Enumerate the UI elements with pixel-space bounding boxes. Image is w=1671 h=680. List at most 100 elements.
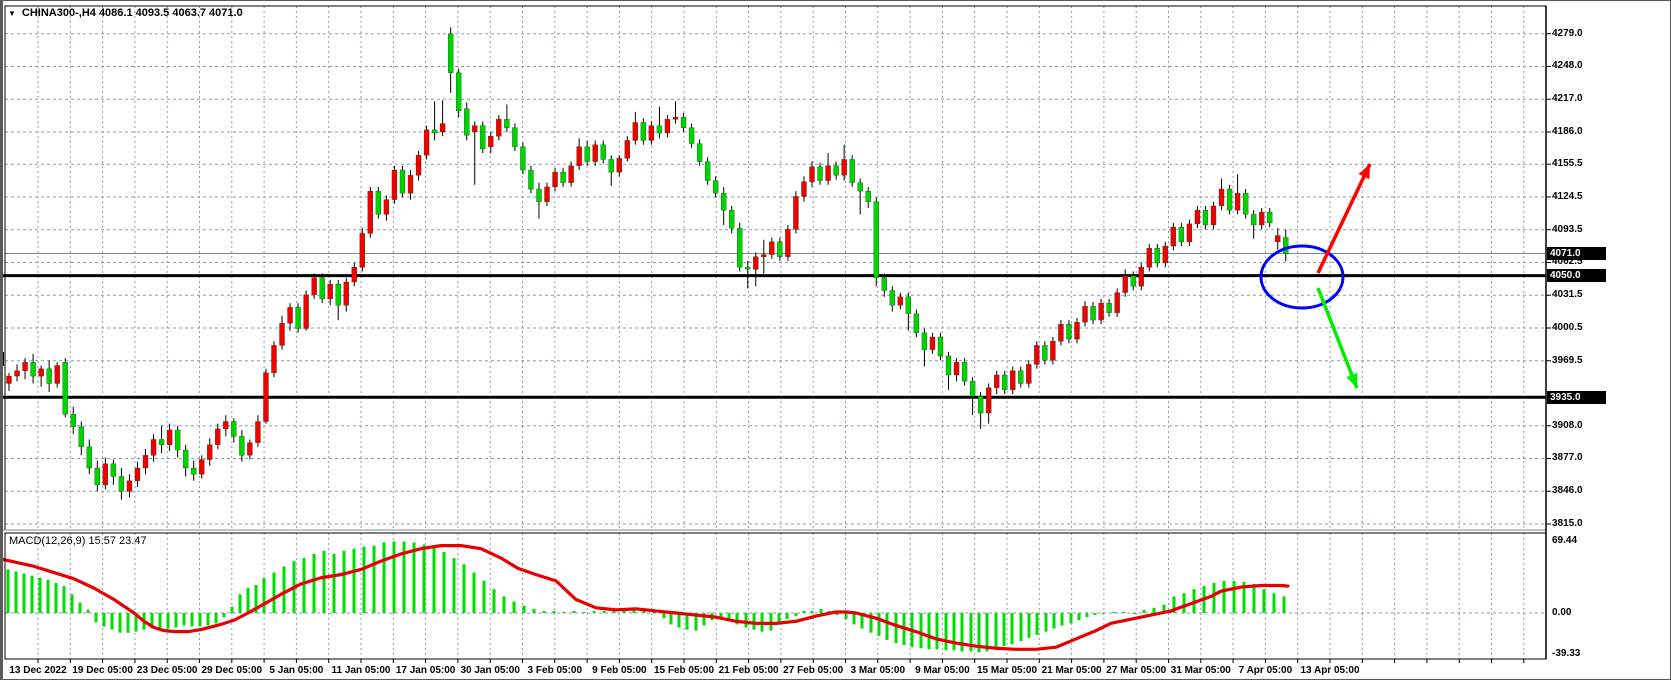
candle-body xyxy=(142,455,149,469)
candle-body xyxy=(576,146,582,166)
candle-body xyxy=(150,439,157,456)
candle-body xyxy=(407,175,414,194)
candle-body xyxy=(359,233,365,268)
candle-body xyxy=(126,480,133,492)
bearish-arrow[interactable] xyxy=(1316,287,1359,389)
macd-pane-border xyxy=(4,532,1547,660)
candle-body xyxy=(953,362,960,376)
candle-body xyxy=(391,169,398,200)
level-lines-layer[interactable] xyxy=(1,274,1546,399)
candle-body xyxy=(921,332,928,350)
time-tick-label: 15 Feb 05:00 xyxy=(653,665,715,676)
candle-body xyxy=(295,307,301,329)
candle-body xyxy=(632,122,638,141)
candle-body xyxy=(118,476,125,492)
candle-body xyxy=(6,375,12,384)
time-tick-label: 3 Mar 05:00 xyxy=(850,665,906,676)
candle-body xyxy=(343,281,349,306)
candle-body xyxy=(1090,306,1096,321)
candle-body xyxy=(761,254,767,257)
candle-body xyxy=(287,307,293,324)
candle-body xyxy=(785,229,791,257)
time-tick-label: 11 Jan 05:00 xyxy=(331,665,391,676)
candle-body xyxy=(640,122,647,141)
candle-body xyxy=(1114,292,1120,313)
candle-body xyxy=(415,155,422,176)
candle-body xyxy=(536,188,542,202)
candle-body xyxy=(464,108,470,136)
candle-body xyxy=(592,144,598,162)
candle-body xyxy=(263,372,269,422)
price-tick-label: 4279.0 xyxy=(1552,27,1583,39)
candle-body xyxy=(857,182,863,192)
price-tick-label: 4000.5 xyxy=(1552,321,1583,333)
candle-body xyxy=(447,33,454,73)
candle-body xyxy=(913,313,920,333)
price-tick-label: 3908.0 xyxy=(1552,419,1583,431)
candle-body xyxy=(817,166,823,181)
candle-body xyxy=(504,119,510,128)
candle-body xyxy=(568,165,574,183)
candle-body xyxy=(753,256,759,270)
candle-body xyxy=(488,136,494,147)
candle-body xyxy=(809,166,815,182)
candle-body xyxy=(207,444,213,460)
time-tick-label: 9 Mar 05:00 xyxy=(915,665,970,676)
candle-body xyxy=(1162,245,1168,264)
candle-body xyxy=(721,193,727,211)
candle-body xyxy=(1226,188,1233,211)
bullish-arrow-head xyxy=(1358,164,1370,180)
candle-body xyxy=(38,368,44,377)
candle-body xyxy=(86,446,92,469)
candle-body xyxy=(247,442,253,456)
candle-body xyxy=(1267,212,1273,223)
price-badge: 3935.0 xyxy=(1547,390,1606,404)
candle-body xyxy=(399,169,406,194)
candle-body xyxy=(745,267,751,270)
candle-body xyxy=(1042,345,1048,361)
price-tick-label: 4248.0 xyxy=(1552,60,1583,72)
candle-body xyxy=(544,186,550,202)
candle-body xyxy=(841,159,847,176)
bullish-arrow[interactable] xyxy=(1316,163,1372,274)
candle-body xyxy=(255,421,261,443)
candle-body xyxy=(158,439,165,445)
candle-body xyxy=(1202,210,1209,226)
bearish-arrow-head xyxy=(1346,372,1358,388)
price-tick-label: 3815.0 xyxy=(1552,518,1583,529)
candle-body xyxy=(1194,210,1201,225)
candle-body xyxy=(496,119,502,137)
candle-body xyxy=(94,467,100,486)
candle-body xyxy=(1082,306,1088,323)
candle-body xyxy=(881,277,887,291)
candle-body xyxy=(905,296,912,314)
candle-body xyxy=(777,241,783,257)
symbol-dropdown-icon[interactable]: ▼ xyxy=(8,8,16,18)
candle-body xyxy=(1186,223,1193,243)
candle-body xyxy=(70,413,76,427)
candle-body xyxy=(704,161,711,181)
candle-body xyxy=(351,267,357,283)
candle-body xyxy=(1234,193,1241,211)
highlight-ellipse[interactable] xyxy=(1259,244,1345,310)
candle-body xyxy=(873,201,879,278)
candle-body xyxy=(945,355,952,376)
time-tick-label: 13 Apr 05:00 xyxy=(1300,665,1360,676)
candle-body xyxy=(737,227,743,268)
time-tick-label: 27 Feb 05:00 xyxy=(783,665,844,676)
annotations-layer[interactable] xyxy=(1259,163,1372,389)
candle-body xyxy=(1122,275,1128,293)
candle-body xyxy=(688,127,695,144)
candle-body xyxy=(215,428,221,445)
candle-body xyxy=(1074,322,1080,340)
time-tick-label: 30 Jan 05:00 xyxy=(460,665,520,676)
candle-body xyxy=(833,165,839,176)
candle-body xyxy=(199,459,205,475)
candle-body xyxy=(335,283,341,306)
candle-body xyxy=(1210,205,1217,226)
candle-body xyxy=(680,117,687,128)
candle-body xyxy=(327,283,333,300)
candle-body xyxy=(1242,193,1249,215)
